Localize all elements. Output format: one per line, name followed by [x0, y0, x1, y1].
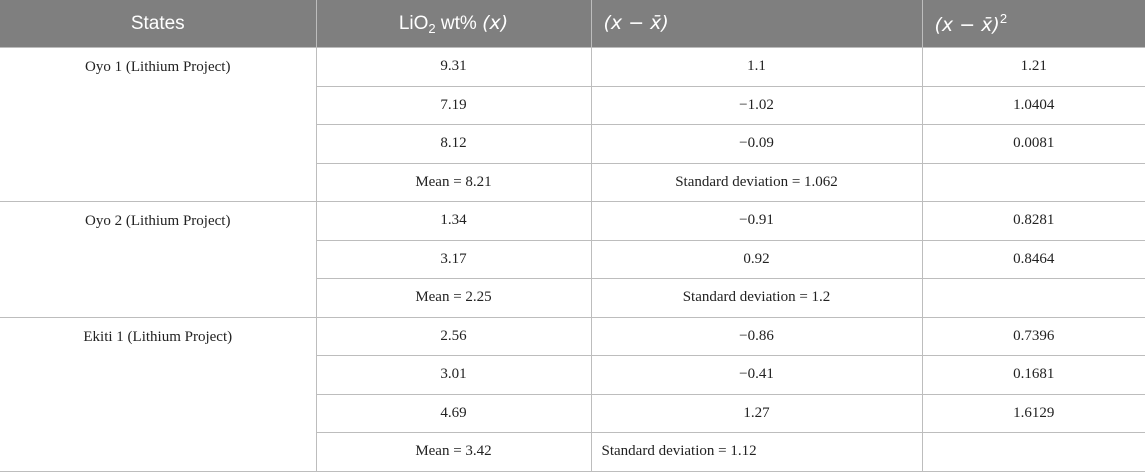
squared-deviation-cell: 1.0404	[921, 85, 1145, 125]
std-deviation-cell: Standard deviation = 1.062	[590, 162, 923, 202]
table-row: Oyo 2 (Lithium Project) 1.34 −0.91 0.8281	[0, 201, 1145, 318]
header-deviation: (x − x̄)	[591, 0, 923, 48]
table-row: Ekiti 1 (Lithium Project) 2.56 −0.86 0.7396	[0, 316, 1145, 472]
empty-cell	[921, 162, 1145, 202]
table-row: 4.69 1.27 1.6129	[0, 393, 1145, 433]
mean-cell: Mean = 2.25	[316, 278, 592, 318]
squared-deviation-cell: 1.21	[921, 47, 1145, 87]
header-deviation-expr: (x − x̄)	[603, 12, 669, 34]
deviation-cell: −0.09	[590, 124, 923, 164]
table-row: 3.17 0.92 0.8464	[0, 239, 1145, 279]
deviation-cell: 0.92	[590, 239, 923, 279]
squared-deviation-cell: 0.8281	[921, 201, 1145, 241]
header-lio2-subscript: 2	[428, 20, 436, 36]
header-squared-deviation: (x − x̄)2	[922, 0, 1145, 48]
value-x-cell: 2.56	[315, 316, 592, 356]
std-deviation-cell: Standard deviation = 1.2	[590, 278, 923, 318]
header-squared-base: (x − x̄)	[934, 13, 1000, 36]
empty-cell	[921, 432, 1145, 472]
squared-deviation-cell: 1.6129	[921, 393, 1145, 433]
state-cell: Oyo 2 (Lithium Project)	[0, 201, 317, 318]
state-cell: Oyo 1 (Lithium Project)	[0, 47, 317, 202]
value-x-cell: 1.34	[315, 201, 592, 241]
table-body: Oyo 1 (Lithium Project) 9.31 1.1 1.21 7.19 −1…	[0, 47, 1145, 472]
mean-cell: Mean = 3.42	[316, 432, 592, 472]
value-x-cell: 3.17	[316, 239, 592, 279]
deviation-cell: −0.86	[590, 316, 923, 356]
squared-deviation-cell: 0.1681	[921, 355, 1145, 395]
deviation-cell: −0.41	[590, 355, 923, 395]
value-x-cell: 7.19	[316, 85, 592, 125]
header-lio2-wt: LiO2 wt% (x)	[316, 0, 592, 48]
state-cell: Ekiti 1 (Lithium Project)	[0, 316, 317, 472]
squared-deviation-cell: 0.7396	[921, 316, 1145, 356]
header-states: States	[0, 0, 317, 48]
header-row: States LiO2 wt% (x) (x − x̄) (x − x̄)2	[0, 0, 1145, 48]
value-x-cell: 8.12	[316, 124, 592, 164]
mean-cell: Mean = 8.21	[316, 162, 592, 202]
table-row: Oyo 1 (Lithium Project) 9.31 1.1 1.21	[0, 47, 1145, 202]
summary-row: Mean = 2.25 Standard deviation = 1.2	[0, 278, 1145, 318]
value-x-cell: 4.69	[316, 393, 592, 433]
header-squared-exponent: 2	[999, 10, 1008, 26]
summary-row: Mean = 3.42 Standard deviation = 1.12	[0, 432, 1145, 472]
deviation-cell: 1.1	[590, 47, 923, 87]
std-deviation-cell: Standard deviation = 1.12	[590, 432, 923, 472]
value-x-cell: 9.31	[315, 47, 592, 87]
table-row: 7.19 −1.02 1.0404	[0, 85, 1145, 125]
header-lio2-variable: (x)	[482, 11, 509, 34]
empty-cell	[921, 278, 1145, 318]
header-lio2-suffix: wt%	[435, 12, 483, 34]
deviation-cell: −1.02	[590, 85, 923, 125]
deviation-cell: −0.91	[590, 201, 923, 241]
squared-deviation-cell: 0.8464	[921, 239, 1145, 279]
deviation-cell: 1.27	[590, 393, 923, 433]
value-x-cell: 3.01	[316, 355, 592, 395]
squared-deviation-cell: 0.0081	[921, 124, 1145, 164]
table-header: States LiO2 wt% (x) (x − x̄) (x − x̄)2	[0, 0, 1145, 48]
header-lio2-prefix: LiO	[398, 12, 429, 34]
table-row: 8.12 −0.09 0.0081	[0, 124, 1145, 164]
